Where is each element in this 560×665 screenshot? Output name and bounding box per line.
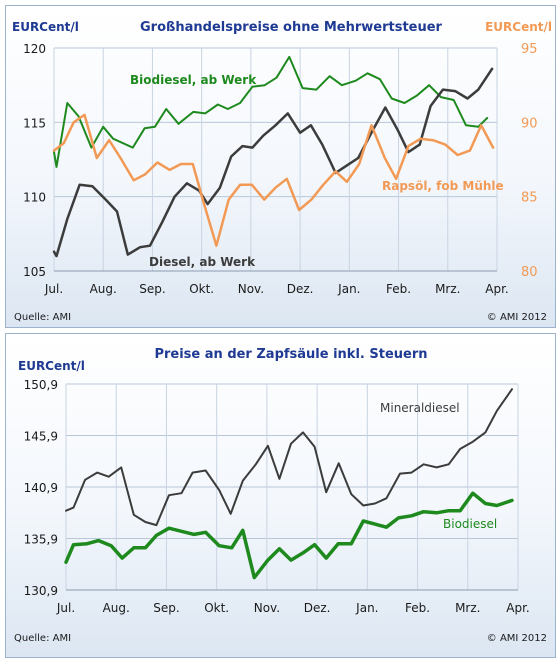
x-tick-label: Nov. xyxy=(238,282,264,296)
panel-background xyxy=(6,6,555,327)
y-tick-label: 120 xyxy=(23,42,46,56)
series-line-rapsöl-fob-mühle xyxy=(52,113,495,247)
x-tick-label: Jul. xyxy=(44,282,63,296)
series-label-biodiesel: Biodiesel xyxy=(443,517,497,531)
right-y-tick-label: 80 xyxy=(521,265,538,280)
x-tick-label: Sep. xyxy=(153,601,179,615)
x-tick-label: Jan. xyxy=(337,282,360,296)
y-axis-tick-labels: 130,9 135,9 140,9 145,9 150,9 xyxy=(24,378,58,598)
x-tick-label: Okt. xyxy=(204,601,229,615)
x-tick-label: Jan. xyxy=(355,601,378,615)
wholesale-price-chart: Großhandelspreise ohne Mehrwertsteuer EU… xyxy=(12,20,552,323)
series-lines xyxy=(64,388,514,580)
right-y-tick-label: 95 xyxy=(521,42,538,57)
pump-price-chart-panel: Preise an der Zapfsäule inkl. Steuern EU… xyxy=(5,333,556,658)
y-tick-label: 135,9 xyxy=(24,533,58,547)
source-note: Quelle: AMI xyxy=(14,633,71,644)
wholesale-price-chart-panel: Großhandelspreise ohne Mehrwertsteuer EU… xyxy=(5,5,556,328)
y-tick-label: 140,9 xyxy=(24,481,58,495)
series-line-diesel-ab-werk xyxy=(52,67,494,258)
left-axis-unit: EURCent/l xyxy=(12,20,79,34)
x-tick-label: Dez. xyxy=(304,601,331,615)
chart-title: Großhandelspreise ohne Mehrwertsteuer xyxy=(140,20,443,35)
series-line-biodiesel-ab-werk xyxy=(53,55,489,168)
x-tick-label: Apr. xyxy=(485,282,508,296)
x-tick-label: Aug. xyxy=(103,601,130,615)
x-axis-tick-labels: Jul. Aug. Sep. Okt. Nov. Dez. Jan. Feb. Mrz. Apr. xyxy=(44,282,509,296)
x-tick-label: Nov. xyxy=(254,601,280,615)
y-tick-label: 110 xyxy=(23,191,46,205)
y-tick-label: 130,9 xyxy=(24,584,58,598)
x-tick-label: Feb. xyxy=(386,282,411,296)
copyright-note: © AMI 2012 xyxy=(487,312,547,323)
source-note: Quelle: AMI xyxy=(14,312,71,323)
copyright-note: © AMI 2012 xyxy=(487,633,547,644)
series-lines xyxy=(52,55,495,258)
y-tick-label: 105 xyxy=(23,265,46,279)
gridlines xyxy=(53,47,498,272)
x-axis-tick-labels: Jul. Aug. Sep. Okt. Nov. Dez. Jan. Feb. Mrz. Apr. xyxy=(56,601,530,615)
y-tick-label: 145,9 xyxy=(24,430,58,444)
panel-background xyxy=(6,334,555,657)
series-label-rapsoel: Rapsöl, fob Mühle xyxy=(382,179,504,193)
series-line-mineraldiesel xyxy=(65,388,513,527)
y-tick-label: 150,9 xyxy=(24,378,58,392)
x-tick-label: Aug. xyxy=(90,282,117,296)
x-tick-label: Feb. xyxy=(405,601,430,615)
x-tick-label: Sep. xyxy=(139,282,165,296)
right-y-tick-label: 85 xyxy=(521,191,538,206)
y-tick-label: 115 xyxy=(23,116,46,130)
series-label-diesel: Diesel, ab Werk xyxy=(149,255,256,269)
series-line-biodiesel xyxy=(64,491,514,580)
right-axis-tick-labels: 80 85 90 95 xyxy=(521,42,538,280)
left-axis-tick-labels: 105 110 115 120 xyxy=(23,42,46,279)
x-tick-label: Dez. xyxy=(287,282,314,296)
chart-title: Preise an der Zapfsäule inkl. Steuern xyxy=(154,347,427,362)
y-axis-unit: EURCent/l xyxy=(18,359,85,373)
x-tick-label: Mrz. xyxy=(435,282,460,296)
x-tick-label: Okt. xyxy=(189,282,214,296)
x-tick-label: Apr. xyxy=(506,601,529,615)
right-y-tick-label: 90 xyxy=(521,116,538,131)
series-label-mineraldiesel: Mineraldiesel xyxy=(380,401,460,415)
x-tick-label: Jul. xyxy=(56,601,75,615)
series-label-biodiesel: Biodiesel, ab Werk xyxy=(130,73,257,87)
x-tick-label: Mrz. xyxy=(455,601,480,615)
pump-price-chart: Preise an der Zapfsäule inkl. Steuern EU… xyxy=(14,347,547,644)
right-axis-unit: EURCent/l xyxy=(485,20,552,34)
